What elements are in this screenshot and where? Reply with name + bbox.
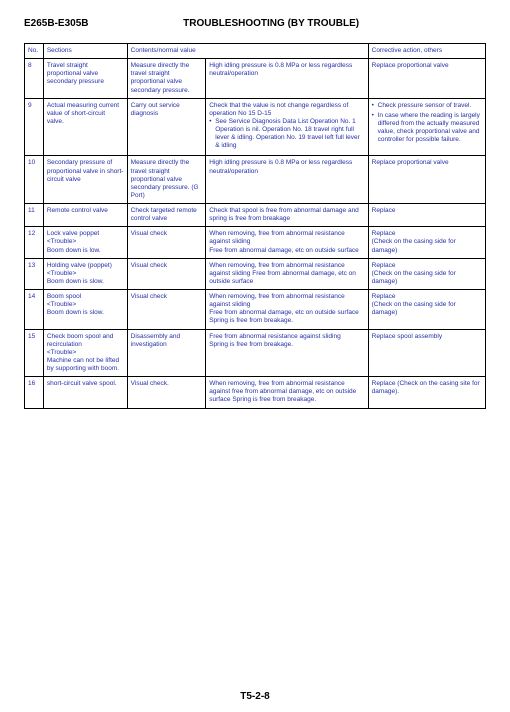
table-row: 12Lock valve poppet<Trouble>Boom down is… [25, 227, 486, 258]
cell-corrective: Replace(Check on the casing side for dam… [368, 258, 485, 289]
table-row: 14Boom spool<Trouble>Boom down is slow.V… [25, 290, 486, 330]
cell-section: short-circuit valve spool. [43, 377, 127, 408]
table-row: 10Secondary pressure of proportional val… [25, 156, 486, 204]
col-contents: Contents/normal value [127, 44, 368, 59]
cell-section: Travel straight proportional valve secon… [43, 59, 127, 99]
cell-value: Check that spool is free from abnormal d… [206, 204, 368, 227]
cell-value: High idling pressure is 0.8 MPa or less … [206, 156, 368, 204]
cell-no: 15 [25, 329, 44, 377]
cell-contents: Visual check [127, 258, 206, 289]
cell-no: 11 [25, 204, 44, 227]
table-row: 9Actual measuring current value of short… [25, 98, 486, 156]
cell-corrective: Replace [368, 204, 485, 227]
page-footer: T5-2-8 [0, 691, 510, 702]
table-row: 11Remote control valveCheck targeted rem… [25, 204, 486, 227]
table-row: 8Travel straight proportional valve seco… [25, 59, 486, 99]
cell-no: 10 [25, 156, 44, 204]
cell-value: When removing, free from abnormal resist… [206, 377, 368, 408]
cell-corrective: Replace(Check on the casing side for dam… [368, 227, 485, 258]
cell-section: Check boom spool and recirculation<Troub… [43, 329, 127, 377]
cell-section: Remote control valve [43, 204, 127, 227]
cell-corrective: Replace proportional valve [368, 156, 485, 204]
col-corrective: Corrective action, others [368, 44, 485, 59]
cell-corrective: Replace spool assembly [368, 329, 485, 377]
cell-corrective: Replace(Check on the casing side for dam… [368, 290, 485, 330]
cell-value: When removing, free from abnormal resist… [206, 227, 368, 258]
cell-section: Boom spool<Trouble>Boom down is slow. [43, 290, 127, 330]
cell-no: 12 [25, 227, 44, 258]
cell-contents: Visual check. [127, 377, 206, 408]
header-left: E265B-E305B [24, 18, 88, 29]
cell-section: Holding valve (poppet)<Trouble>Boom down… [43, 258, 127, 289]
cell-contents: Check targeted remote control valve [127, 204, 206, 227]
table-row: 15Check boom spool and recirculation<Tro… [25, 329, 486, 377]
cell-no: 16 [25, 377, 44, 408]
col-sections: Sections [43, 44, 127, 59]
cell-contents: Visual check [127, 227, 206, 258]
col-no: No. [25, 44, 44, 59]
cell-no: 8 [25, 59, 44, 99]
troubleshooting-table: No. Sections Contents/normal value Corre… [24, 43, 486, 409]
cell-section: Secondary pressure of proportional valve… [43, 156, 127, 204]
table-row: 16short-circuit valve spool.Visual check… [25, 377, 486, 408]
cell-corrective: Replace proportional valve [368, 59, 485, 99]
cell-section: Actual measuring current value of short-… [43, 98, 127, 156]
cell-value: High idling pressure is 0.8 MPa or less … [206, 59, 368, 99]
cell-contents: Carry out service diagnosis [127, 98, 206, 156]
cell-value: When removing, free from abnormal resist… [206, 258, 368, 289]
table-row: 13Holding valve (poppet)<Trouble>Boom do… [25, 258, 486, 289]
cell-value: Check that the value is not change regar… [206, 98, 368, 156]
cell-no: 9 [25, 98, 44, 156]
cell-section: Lock valve poppet<Trouble>Boom down is l… [43, 227, 127, 258]
cell-contents: Measure directly the travel straight pro… [127, 59, 206, 99]
table-header-row: No. Sections Contents/normal value Corre… [25, 44, 486, 59]
cell-corrective: Check pressure sensor of travel. In case … [368, 98, 485, 156]
corrective-bullet: In case where the reading is largely dif… [372, 112, 482, 145]
cell-no: 14 [25, 290, 44, 330]
cell-contents: Visual check [127, 290, 206, 330]
page-header: E265B-E305B TROUBLESHOOTING (BY TROUBLE)… [24, 18, 486, 29]
cell-value: When removing, free from abnormal resist… [206, 290, 368, 330]
cell-contents: Measure directly the travel straight pro… [127, 156, 206, 204]
value-bullet: See Service Diagnosis Data List Operatio… [209, 118, 364, 151]
corrective-bullet: Check pressure sensor of travel. [372, 102, 482, 110]
cell-value: Free from abnormal resistance against sl… [206, 329, 368, 377]
cell-contents: Disassembly and investigation [127, 329, 206, 377]
cell-corrective: Replace (Check on the casing site for da… [368, 377, 485, 408]
header-title: TROUBLESHOOTING (BY TROUBLE) [88, 18, 453, 29]
cell-no: 13 [25, 258, 44, 289]
